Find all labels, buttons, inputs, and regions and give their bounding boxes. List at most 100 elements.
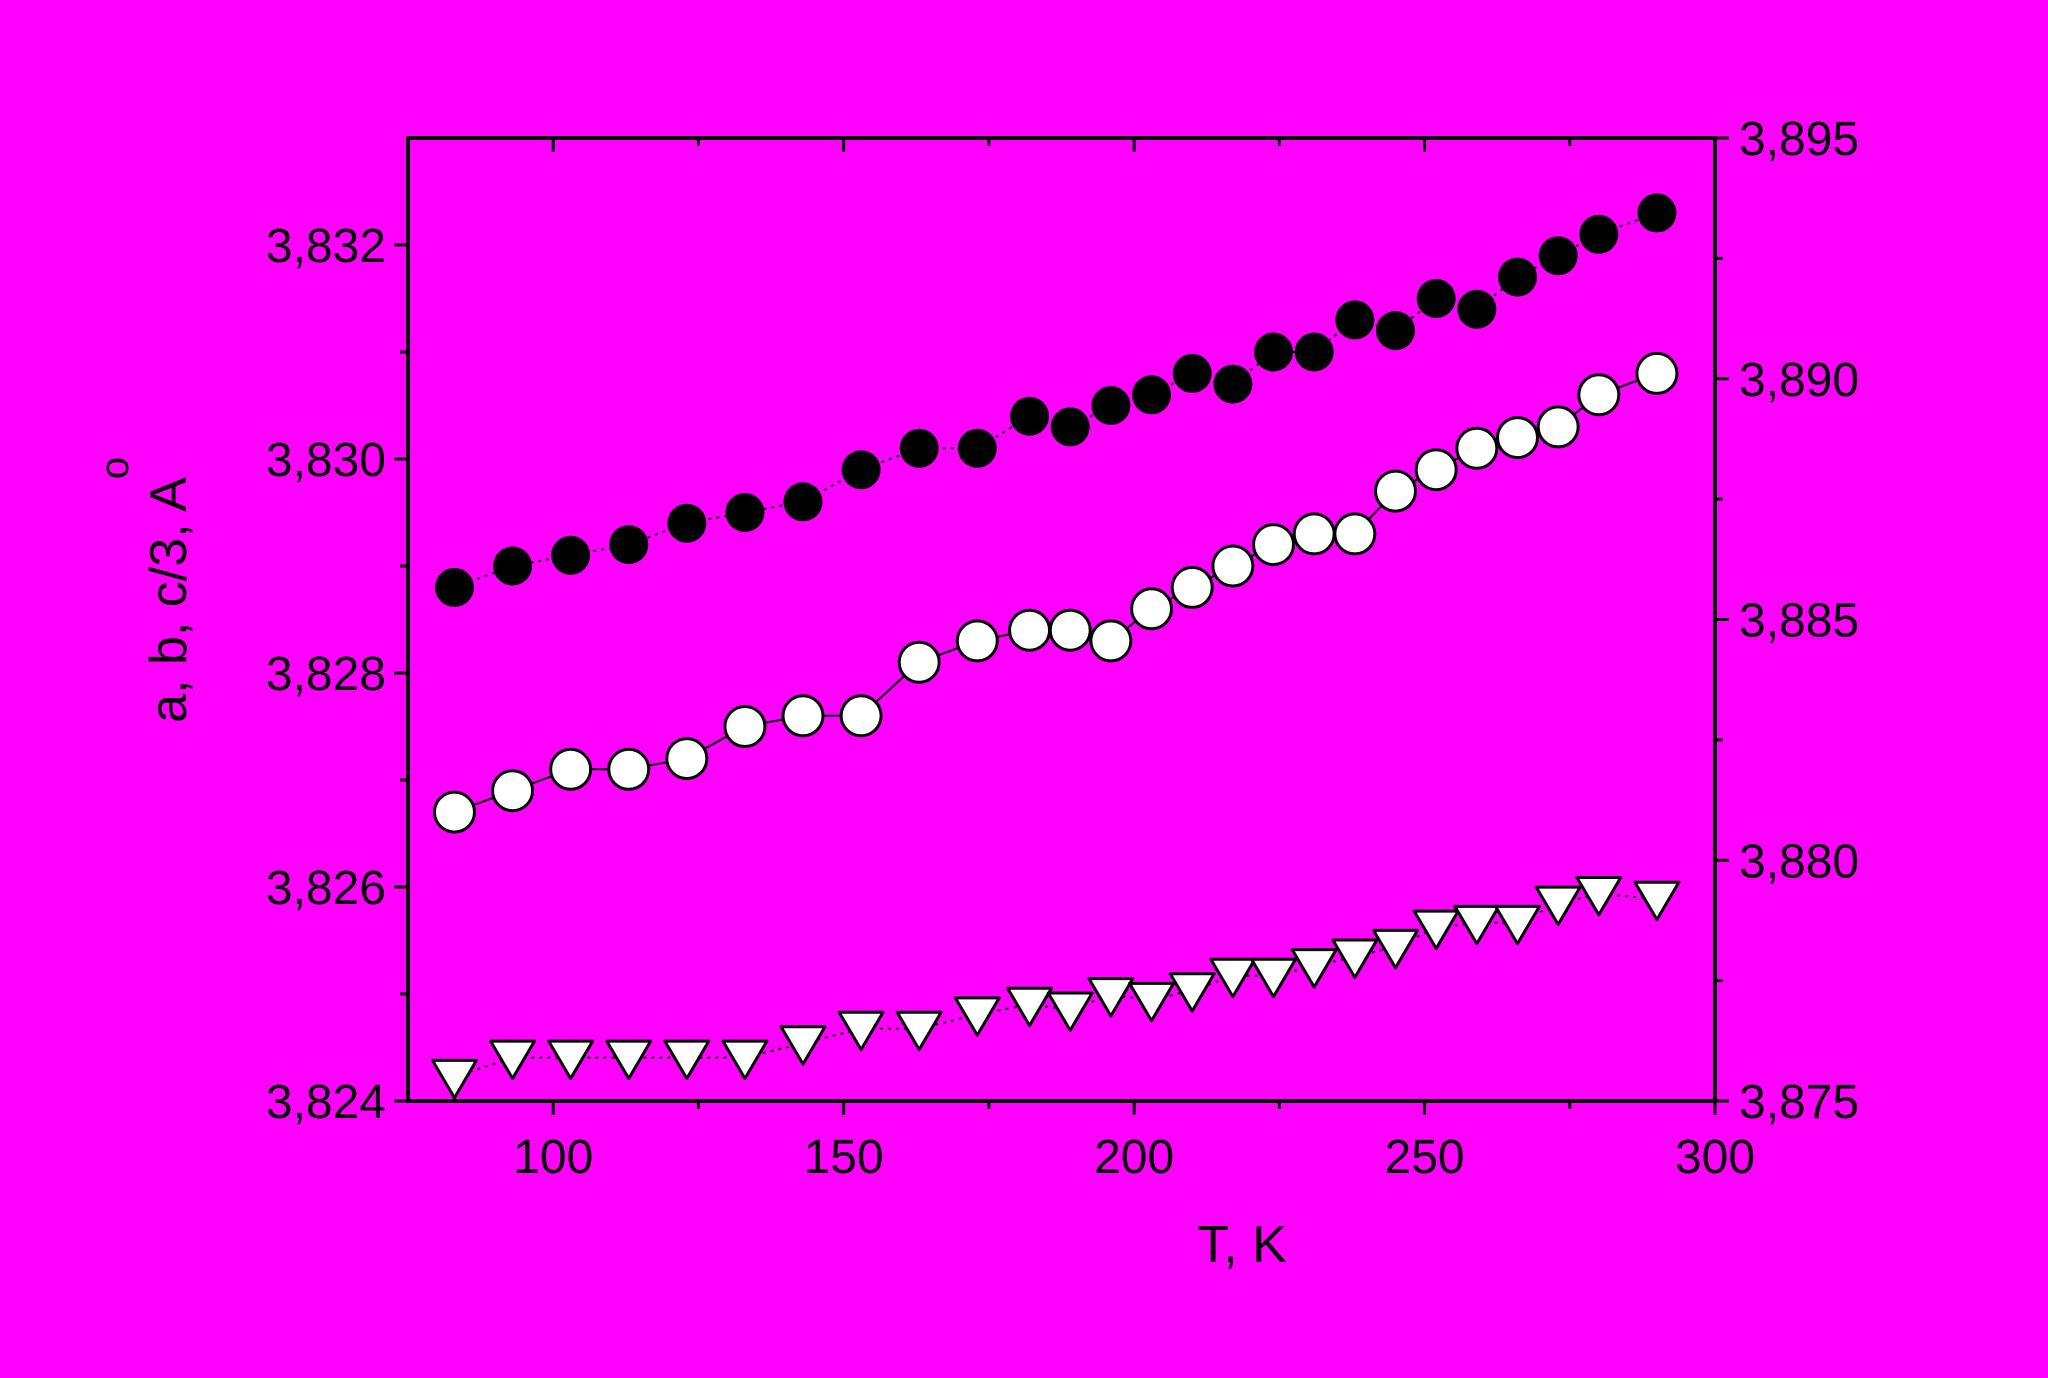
- data-point: [957, 428, 997, 468]
- series-2: [432, 351, 1679, 834]
- series-1: [434, 193, 1677, 607]
- data-point: [1128, 981, 1176, 1023]
- data-point: [430, 1058, 478, 1100]
- series-line: [454, 892, 1657, 1078]
- data-point: [493, 546, 533, 586]
- data-point: [1495, 416, 1539, 460]
- data-point: [1579, 214, 1619, 254]
- data-point: [1635, 351, 1679, 395]
- data-point: [489, 1039, 537, 1081]
- data-point: [779, 1025, 827, 1066]
- angstrom-ring: o: [93, 457, 137, 479]
- data-point: [1536, 405, 1580, 449]
- data-point: [897, 640, 941, 684]
- y-left-tick-label: 3,830: [266, 434, 386, 487]
- data-point: [1575, 875, 1623, 917]
- data-point: [432, 790, 476, 834]
- data-point: [1252, 523, 1296, 567]
- data-point: [1372, 928, 1420, 970]
- data-point: [1250, 957, 1298, 999]
- data-point: [899, 428, 939, 468]
- data-point: [781, 694, 825, 738]
- data-point: [1376, 311, 1416, 351]
- data-point: [725, 493, 765, 532]
- data-point: [1414, 448, 1458, 492]
- x-tick-label: 100: [513, 1131, 593, 1184]
- data-point: [1010, 396, 1050, 436]
- data-point: [1091, 386, 1131, 425]
- y-right-tick-label: 3,895: [1739, 113, 1859, 166]
- data-point: [1497, 257, 1537, 297]
- data-point: [1637, 193, 1677, 233]
- data-point: [1089, 619, 1133, 663]
- data-point: [549, 747, 593, 791]
- series-3: [430, 875, 1681, 1100]
- data-point: [1457, 289, 1497, 329]
- data-point: [1292, 512, 1336, 556]
- data-point: [605, 1039, 653, 1081]
- data-point: [1294, 332, 1334, 372]
- y-left-tick-label: 3,824: [266, 1076, 386, 1129]
- data-point: [434, 567, 474, 607]
- data-point: [1050, 407, 1090, 447]
- data-point: [1416, 279, 1456, 318]
- data-point: [665, 737, 709, 781]
- y-left-tick-label: 3,832: [266, 220, 386, 273]
- data-point: [1534, 885, 1582, 926]
- data-point: [1335, 300, 1375, 340]
- data-point: [1412, 909, 1460, 951]
- data-point: [1453, 904, 1501, 946]
- data-point: [839, 694, 883, 738]
- x-tick-label: 200: [1094, 1131, 1174, 1184]
- data-point: [1633, 880, 1681, 922]
- data-point: [1087, 977, 1135, 1018]
- data-point: [1493, 904, 1541, 946]
- data-point: [1008, 608, 1052, 652]
- data-point: [1290, 948, 1338, 989]
- data-point: [1132, 375, 1172, 415]
- data-point: [1046, 991, 1094, 1032]
- data-point: [1172, 353, 1212, 393]
- data-point: [1209, 957, 1257, 999]
- data-point: [1168, 972, 1216, 1013]
- y-left-tick-label: 3,826: [266, 862, 386, 915]
- data-point: [667, 503, 707, 543]
- y-right-tick-label: 3,885: [1739, 595, 1859, 648]
- axes: 100 150 200 250 300 3,824 3,826 3,828 3,830 3,832…: [266, 113, 1859, 1184]
- y-axis-title: a, b, c/3, A: [140, 477, 198, 723]
- data-series: [430, 193, 1681, 1100]
- data-point: [663, 1039, 711, 1081]
- y-right-tick-label: 3,890: [1739, 354, 1859, 407]
- data-point: [841, 450, 881, 490]
- data-point: [609, 525, 649, 565]
- data-point: [1006, 986, 1054, 1028]
- x-tick-label: 300: [1675, 1131, 1755, 1184]
- y-right-tick-label: 3,875: [1739, 1076, 1859, 1129]
- data-point: [491, 769, 535, 813]
- data-point: [547, 1039, 595, 1081]
- data-point: [955, 619, 999, 663]
- data-point: [1577, 373, 1621, 417]
- data-point: [1170, 565, 1214, 609]
- data-point: [837, 1010, 885, 1052]
- x-axis-title: T, K: [1197, 1216, 1287, 1274]
- data-point: [953, 996, 1001, 1037]
- data-point: [895, 1010, 943, 1052]
- data-point: [607, 747, 651, 791]
- data-point: [1374, 469, 1418, 513]
- data-point: [1538, 236, 1578, 276]
- data-point: [1211, 544, 1255, 588]
- y-left-tick-label: 3,828: [266, 648, 386, 701]
- data-point: [1455, 426, 1499, 470]
- data-point: [723, 705, 767, 748]
- data-point: [1331, 938, 1379, 979]
- data-point: [783, 482, 823, 522]
- data-point: [1254, 332, 1294, 372]
- data-point: [1333, 512, 1377, 556]
- data-point: [1213, 364, 1253, 404]
- x-tick-label: 250: [1385, 1131, 1465, 1184]
- x-tick-label: 150: [804, 1131, 884, 1184]
- data-point: [551, 535, 591, 575]
